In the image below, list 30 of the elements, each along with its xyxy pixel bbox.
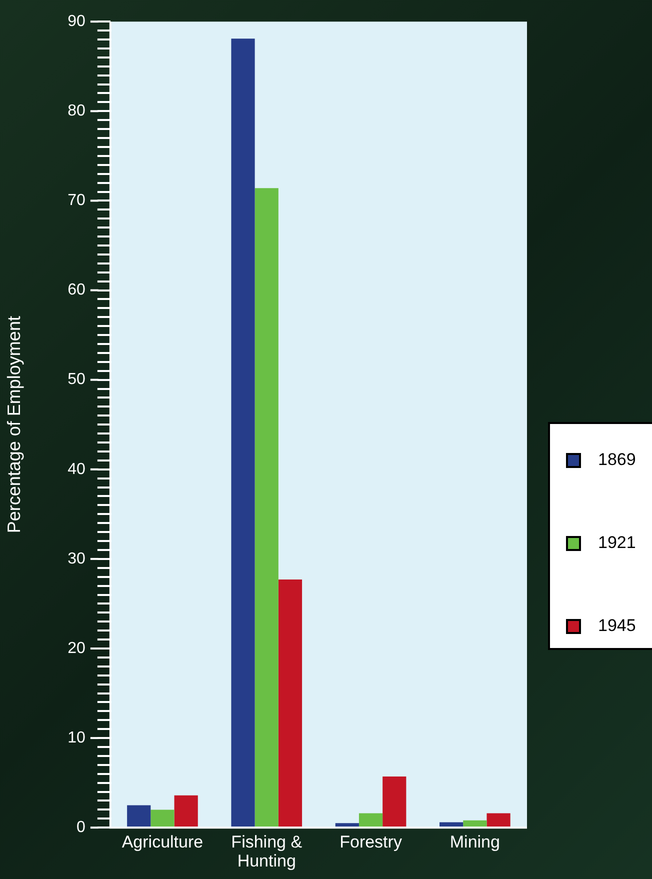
y-tick-label: 10 (68, 729, 86, 746)
y-tick-label: 90 (68, 13, 86, 30)
legend-label: 1945 (598, 616, 636, 636)
x-tick-label: Fishing & Hunting (231, 832, 303, 870)
bar (463, 820, 487, 827)
y-tick-label: 80 (68, 102, 86, 120)
y-tick-label: 70 (68, 192, 86, 210)
bar (231, 38, 255, 827)
y-tick-label: 20 (68, 640, 86, 657)
y-tick-label: 60 (68, 282, 86, 299)
bar (358, 813, 383, 827)
bar (440, 822, 464, 827)
y-tick-label: 50 (68, 371, 86, 388)
y-axis-title: Percentage of Employment (4, 316, 24, 534)
bar (335, 823, 359, 827)
y-tick-label: 30 (68, 550, 86, 568)
x-tick-label: Forestry (340, 832, 402, 852)
x-tick-label: Mining (450, 832, 500, 852)
bar (174, 795, 198, 827)
bar (127, 805, 151, 827)
bar (150, 810, 174, 827)
y-tick-label: 40 (68, 460, 86, 478)
x-tick-label: Agriculture (122, 832, 204, 852)
y-tick-label: 0 (76, 819, 86, 836)
bar (486, 813, 510, 827)
bar (382, 776, 406, 827)
bar (278, 580, 302, 827)
legend-label: 1921 (598, 533, 636, 553)
bar (254, 188, 278, 827)
legend-label: 1869 (598, 450, 636, 470)
